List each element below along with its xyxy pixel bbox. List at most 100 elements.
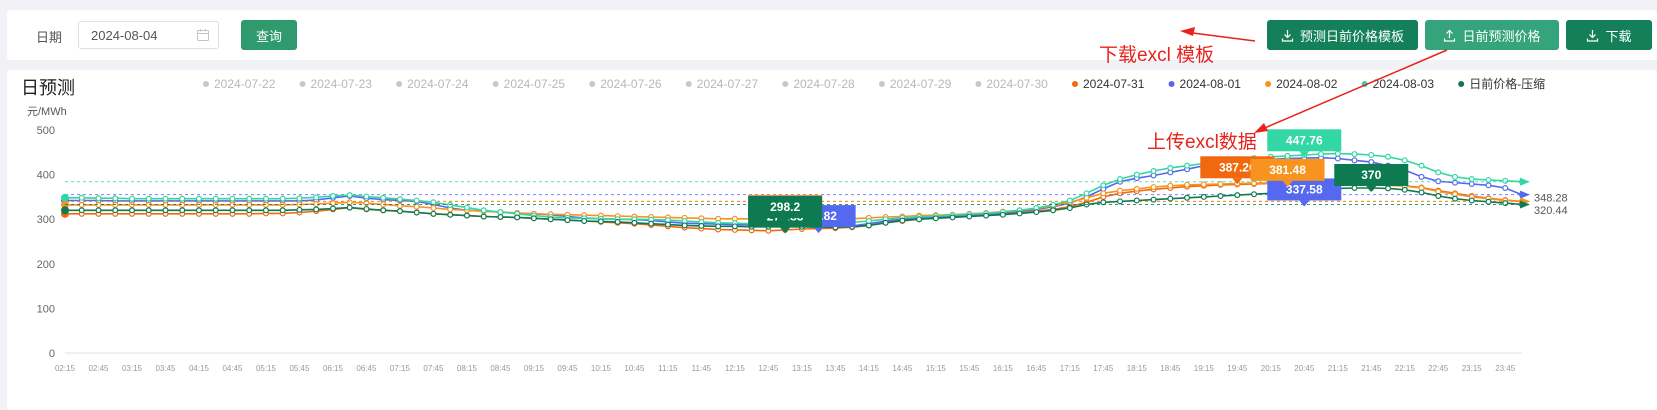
x-tick-label: 20:45 <box>1294 364 1315 373</box>
data-point <box>246 207 253 214</box>
data-point <box>463 212 470 219</box>
tag-pointer <box>813 227 824 234</box>
download-icon <box>1587 29 1599 42</box>
x-tick-label: 15:45 <box>959 364 980 373</box>
data-point <box>413 203 420 210</box>
data-point <box>1050 207 1057 214</box>
data-point <box>1418 162 1425 169</box>
legend-item: 2024-07-26 <box>600 77 662 91</box>
data-point <box>949 214 956 221</box>
data-point <box>1452 173 1459 180</box>
series-start-point <box>61 193 69 202</box>
x-tick-label: 17:15 <box>1060 364 1081 373</box>
calendar-icon[interactable] <box>196 28 210 42</box>
legend-item: 2024-08-01 <box>1180 77 1242 91</box>
date-input[interactable] <box>89 27 203 44</box>
tag-pointer <box>780 227 791 234</box>
predicted-price-upload-button[interactable]: 日前预测价格 <box>1425 20 1559 50</box>
data-point <box>329 205 336 212</box>
x-tick-label: 21:45 <box>1361 364 1382 373</box>
x-tick-label: 11:15 <box>658 364 678 373</box>
data-point <box>1401 157 1408 164</box>
x-tick-label: 04:45 <box>222 364 243 373</box>
x-tick-label: 13:15 <box>792 364 813 373</box>
data-point <box>396 208 403 215</box>
legend-item: 2024-07-30 <box>986 77 1048 91</box>
legend-marker <box>878 81 885 87</box>
data-point <box>1435 169 1442 176</box>
data-point <box>899 217 906 224</box>
x-tick-label: 03:15 <box>122 364 143 373</box>
max-min-tag <box>1250 158 1325 181</box>
data-point <box>380 207 387 214</box>
data-point <box>262 207 269 214</box>
data-point <box>346 204 353 211</box>
data-point <box>1385 185 1392 192</box>
data-point <box>648 220 655 227</box>
data-point <box>1167 164 1174 171</box>
data-point <box>1184 181 1191 188</box>
end-value-label: 320.44 <box>1534 205 1568 217</box>
data-point <box>1351 151 1358 158</box>
data-point <box>1234 192 1241 199</box>
data-point <box>128 195 135 202</box>
x-tick-label: 12:45 <box>758 364 779 373</box>
data-point <box>865 222 872 229</box>
data-point <box>698 222 705 229</box>
data-point <box>1117 187 1124 194</box>
data-point <box>296 195 303 202</box>
max-min-tag <box>1267 129 1342 152</box>
data-point <box>1385 153 1392 160</box>
date-picker[interactable] <box>78 21 219 49</box>
data-point <box>1150 196 1157 203</box>
data-point <box>480 207 487 214</box>
legend-marker <box>299 81 306 87</box>
data-point <box>614 218 621 225</box>
legend-item: 2024-07-27 <box>697 77 759 91</box>
data-point <box>983 212 990 219</box>
data-point <box>1368 151 1375 158</box>
data-point <box>1318 151 1325 158</box>
data-point <box>480 213 487 220</box>
data-point <box>1334 155 1341 162</box>
annotation-download-template: 下载excl 模板 <box>1099 45 1215 66</box>
x-tick-label: 09:45 <box>557 364 578 373</box>
data-point <box>1418 189 1425 196</box>
data-point <box>112 195 119 202</box>
data-point <box>882 219 889 226</box>
data-point <box>1502 184 1509 191</box>
mark-line-arrow <box>1520 177 1530 186</box>
data-point <box>279 195 286 202</box>
x-tick-label: 23:45 <box>1495 364 1516 373</box>
data-point <box>145 207 152 214</box>
data-point <box>681 222 688 229</box>
data-point <box>1485 176 1492 183</box>
download-template-button[interactable]: 预测日前价格模板 <box>1267 20 1418 50</box>
data-point <box>313 194 320 201</box>
query-button[interactable]: 查询 <box>241 20 297 50</box>
legend-item: 2024-07-24 <box>407 77 469 91</box>
legend-marker <box>1265 81 1272 87</box>
x-tick-label: 02:15 <box>55 364 76 373</box>
data-point <box>1200 181 1207 188</box>
y-axis-label: 元/MWh <box>27 106 67 118</box>
x-tick-label: 14:15 <box>859 364 880 373</box>
data-point <box>1468 180 1475 187</box>
data-point <box>1401 186 1408 193</box>
data-point <box>413 197 420 204</box>
data-point <box>1083 190 1090 197</box>
chart-card: 日预测 元/MWh 0 100 200 300 400 500 02:15 02:45 03:15 0… <box>7 70 1657 410</box>
x-tick-label: 16:45 <box>1026 364 1047 373</box>
x-tick-label: 22:15 <box>1395 364 1416 373</box>
data-point <box>1100 190 1107 197</box>
data-point <box>363 205 370 212</box>
download-button[interactable]: 下载 <box>1566 20 1652 50</box>
x-tick-label: 23:15 <box>1462 364 1483 373</box>
x-tick-label: 08:15 <box>457 364 478 373</box>
data-point <box>999 211 1006 218</box>
data-point <box>1200 193 1207 200</box>
tag-pointer <box>1299 151 1310 158</box>
data-point <box>932 215 939 222</box>
data-point <box>229 195 236 202</box>
legend-item: 2024-08-02 <box>1276 77 1338 91</box>
